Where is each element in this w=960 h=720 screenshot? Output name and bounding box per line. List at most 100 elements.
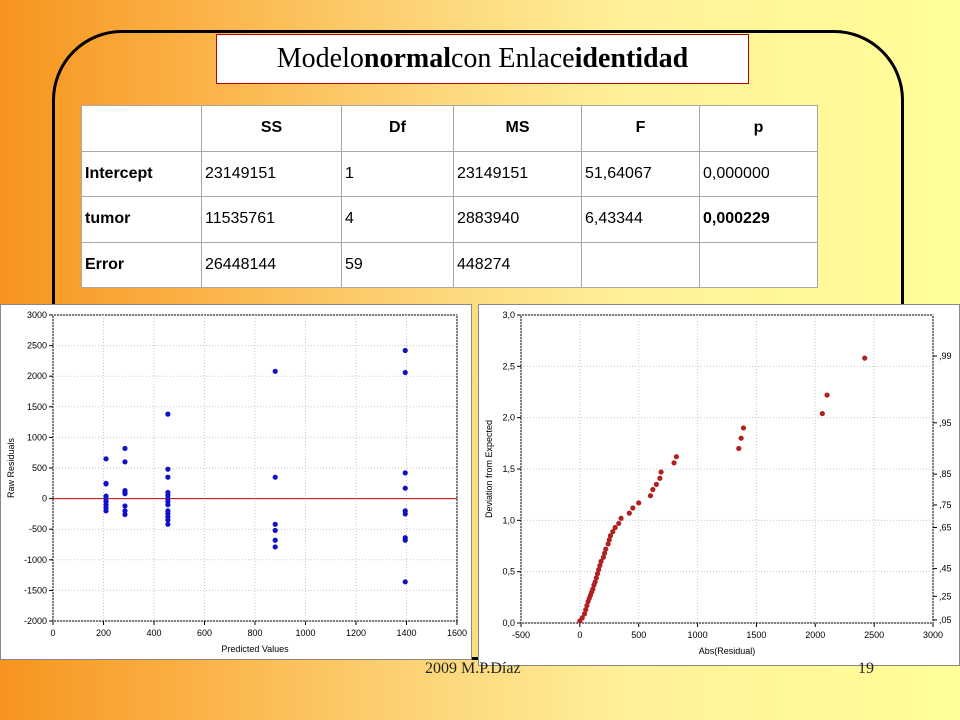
data-point — [165, 521, 171, 527]
data-point — [583, 607, 589, 613]
table-row: Error 26448144 59 448274 — [81, 241, 818, 288]
data-point — [122, 491, 128, 497]
data-point — [601, 550, 608, 556]
table-cell: 1 — [341, 150, 454, 197]
table-cell: 23149151 — [453, 150, 582, 197]
data-point — [402, 511, 408, 517]
data-point — [862, 355, 868, 361]
x-tick-label: 2000 — [805, 630, 825, 640]
data-point — [736, 445, 742, 452]
data-point — [740, 425, 747, 431]
x-tick-label: 1000 — [295, 628, 315, 638]
data-point — [592, 579, 598, 585]
data-point — [618, 515, 624, 521]
data-point — [605, 541, 611, 547]
data-point — [402, 470, 408, 476]
table-cell: 2883940 — [453, 196, 582, 243]
right-axis-label: ,85 — [939, 469, 952, 479]
data-point — [647, 493, 654, 499]
title-part-3: con Enlace — [451, 43, 575, 74]
slide-title: Modelo normal con Enlace identidad — [216, 34, 749, 84]
data-point — [122, 503, 128, 509]
x-tick-label: 400 — [146, 628, 161, 638]
x-tick-label: 0 — [50, 628, 55, 638]
data-point — [597, 562, 603, 569]
data-point — [606, 537, 612, 543]
residuals-plot-panel: 0 200 400 600 800 1000 1200 1400 1600 -2000 -1500 -… — [0, 304, 472, 660]
header-cell-ss: SS — [201, 105, 342, 152]
data-point — [657, 475, 663, 481]
data-point — [272, 521, 278, 527]
residuals-vs-predicted-chart: 0 200 400 600 800 1000 1200 1400 1600 -2000 -1500 -… — [6, 310, 467, 654]
right-axis-label: ,25 — [939, 591, 952, 601]
right-axis-label: ,95 — [939, 418, 952, 428]
data-point — [103, 481, 109, 487]
footer-author: 2009 M.P.Díaz — [425, 660, 521, 677]
row-label: Intercept — [81, 150, 202, 197]
x-tick-label: 0 — [577, 630, 582, 640]
y-tick-label: -2000 — [24, 616, 47, 626]
data-point — [824, 392, 830, 398]
data-point — [103, 508, 109, 514]
x-tick-label: 1600 — [447, 628, 467, 638]
data-point — [594, 571, 601, 577]
data-point — [165, 466, 171, 472]
x-tick-label: 200 — [96, 628, 111, 638]
x-tick-label: 2500 — [864, 630, 884, 640]
header-cell-p: p — [699, 105, 818, 152]
table-cell: 26448144 — [201, 241, 342, 288]
data-point — [402, 347, 408, 354]
y-tick-label: 0,5 — [502, 567, 515, 577]
anova-table: SS Df MS F p Intercept 23149151 1 231491… — [81, 105, 818, 288]
data-point — [122, 511, 128, 518]
data-point — [402, 537, 408, 543]
data-point — [673, 454, 679, 460]
halfnormal-probability-chart: -500 0 500 1000 1500 2000 2500 3000 0,0 0,5 1,0 1,5… — [484, 310, 952, 656]
data-point — [402, 579, 408, 585]
x-tick-label: 1500 — [746, 630, 766, 640]
data-point — [590, 586, 596, 592]
table-cell: 23149151 — [201, 150, 342, 197]
y-tick-label: 2000 — [27, 371, 47, 381]
x-tick-label: 800 — [247, 628, 262, 638]
data-point — [607, 533, 614, 539]
page-number: 19 — [858, 660, 874, 677]
data-point — [103, 456, 109, 462]
y-tick-label: 0,0 — [502, 618, 515, 628]
x-tick-label: 3000 — [923, 630, 943, 640]
table-cell: 0,000000 — [699, 150, 818, 197]
data-point — [165, 474, 171, 480]
data-point — [616, 520, 622, 527]
y-axis-label: Deviation from Expected — [484, 420, 494, 518]
header-cell-blank — [81, 105, 202, 152]
y-tick-label: 500 — [32, 463, 47, 473]
data-point — [272, 537, 278, 543]
x-tick-label: 600 — [197, 628, 212, 638]
y-tick-label: -1500 — [24, 585, 47, 595]
row-label: tumor — [81, 196, 202, 243]
data-point — [671, 460, 677, 466]
y-tick-label: 0 — [42, 494, 47, 504]
row-label: Error — [81, 241, 202, 288]
data-point — [596, 567, 602, 573]
data-point — [272, 474, 278, 480]
y-tick-label: 1,0 — [502, 515, 515, 525]
data-point — [122, 508, 128, 514]
right-axis-label: ,05 — [939, 615, 952, 625]
table-row: tumor 11535761 4 2883940 6,43344 0,00022… — [81, 196, 818, 243]
header-cell-ms: MS — [453, 105, 582, 152]
y-tick-label: -500 — [29, 524, 47, 534]
table-cell: 448274 — [453, 241, 582, 288]
x-tick-label: 1000 — [688, 630, 708, 640]
right-axis-label: ,65 — [939, 523, 952, 533]
data-point — [658, 469, 664, 475]
data-point — [581, 611, 588, 617]
data-point — [402, 369, 408, 376]
table-row: Intercept 23149151 1 23149151 51,64067 0… — [81, 150, 818, 197]
data-point — [636, 500, 642, 506]
y-tick-label: 3000 — [27, 310, 47, 320]
y-tick-label: 2,5 — [502, 361, 515, 371]
data-point — [612, 524, 618, 531]
data-point — [653, 481, 659, 487]
data-point — [593, 575, 599, 581]
